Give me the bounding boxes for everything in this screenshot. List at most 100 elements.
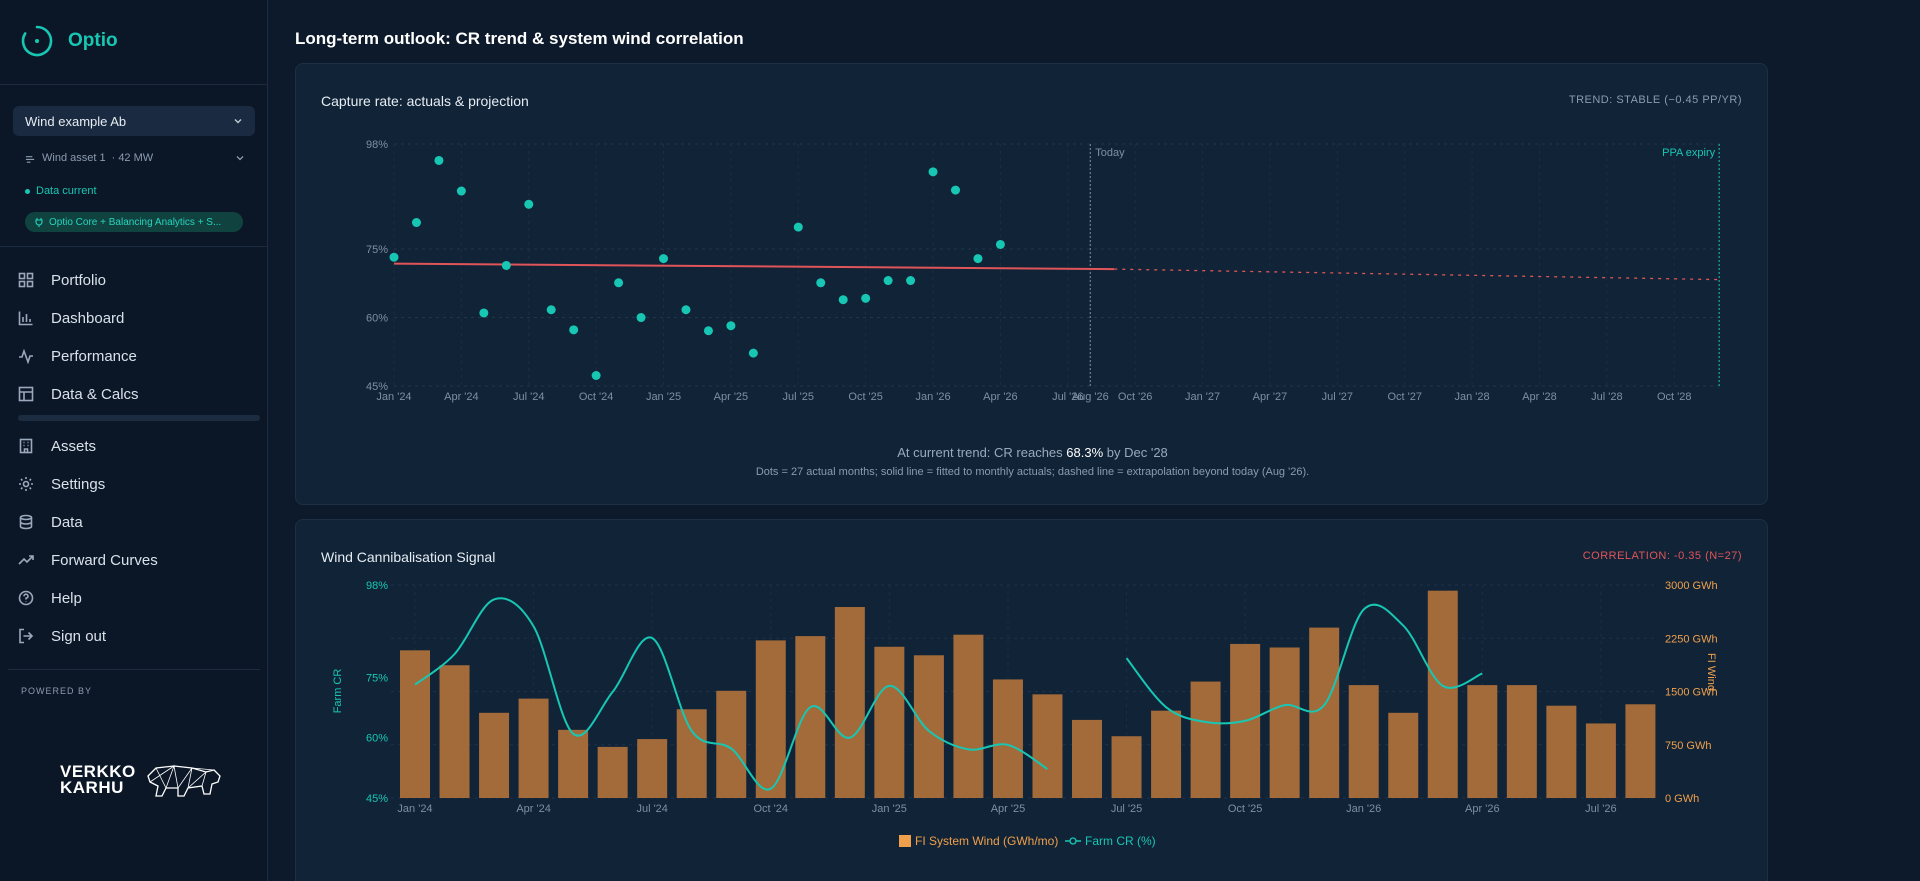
data-point bbox=[726, 321, 736, 331]
y-tick-label: 45% bbox=[366, 381, 388, 393]
bar bbox=[597, 746, 628, 798]
nav-label: Dashboard bbox=[51, 309, 125, 327]
x-tick-label: Oct '27 bbox=[1387, 391, 1422, 403]
data-point bbox=[681, 305, 691, 315]
x-tick-label: Jul '26 bbox=[1052, 391, 1083, 403]
x-tick-label: Apr '25 bbox=[714, 391, 749, 403]
nav-scrollbar[interactable] bbox=[18, 415, 260, 421]
y-tick-label: 75% bbox=[366, 244, 388, 256]
nav-data[interactable]: Data bbox=[18, 510, 83, 534]
trend-summary: At current trend: CR reaches 68.3% by De… bbox=[296, 445, 1769, 460]
x-tick-label: Jan '26 bbox=[915, 391, 950, 403]
bar bbox=[1546, 705, 1577, 798]
y-right-tick-label: 0 GWh bbox=[1665, 793, 1699, 805]
projection-line bbox=[1114, 268, 1720, 281]
data-point bbox=[389, 252, 399, 262]
bar bbox=[676, 709, 707, 798]
logo[interactable]: Optio bbox=[20, 24, 118, 58]
y-left-tick-label: 60% bbox=[366, 733, 388, 745]
brand-line-2: KARHU bbox=[60, 778, 124, 797]
correlation-badge: CORRELATION: -0.35 (N=27) bbox=[1582, 550, 1742, 562]
legend-swatch bbox=[1069, 837, 1077, 845]
y-left-tick-label: 98% bbox=[366, 580, 388, 592]
data-point bbox=[883, 276, 893, 286]
bar bbox=[1072, 719, 1103, 798]
data-point bbox=[906, 276, 916, 286]
card-title: Wind Cannibalisation Signal bbox=[321, 549, 496, 565]
bar bbox=[953, 634, 984, 798]
nav-label: Data bbox=[51, 513, 83, 531]
brand-name: VERKKO KARHU bbox=[60, 763, 136, 797]
app-name: Optio bbox=[68, 30, 118, 51]
nav-dashboard[interactable]: Dashboard bbox=[18, 306, 124, 330]
nav-settings[interactable]: Settings bbox=[18, 472, 105, 496]
bar bbox=[479, 712, 510, 798]
chevron-down-icon bbox=[234, 119, 242, 124]
x-tick-label: Aug '26 bbox=[1072, 391, 1109, 403]
nav-sign-out[interactable]: Sign out bbox=[18, 624, 106, 648]
data-point bbox=[861, 293, 871, 303]
activity-icon bbox=[19, 348, 33, 364]
bar bbox=[913, 655, 944, 798]
x-tick-label: Oct '25 bbox=[848, 391, 883, 403]
bar bbox=[795, 636, 826, 798]
data-point bbox=[748, 348, 758, 358]
capture-rate-chart: 98% 75% 60% 45%Jan '24 Apr '24 Jul '24 Oct '24… bbox=[366, 139, 1721, 403]
data-point bbox=[501, 260, 511, 270]
x-tick-label: Apr '26 bbox=[1465, 803, 1500, 815]
nav-performance[interactable]: Performance bbox=[18, 344, 137, 368]
table-icon bbox=[18, 386, 34, 402]
data-point bbox=[591, 370, 601, 380]
asset-select[interactable]: Wind asset 1 · 42 MW bbox=[25, 152, 245, 164]
grid-icon bbox=[18, 272, 34, 288]
x-tick-label: Jul '27 bbox=[1322, 391, 1353, 403]
bar bbox=[1190, 681, 1221, 798]
bar bbox=[1427, 590, 1458, 798]
bar bbox=[400, 650, 430, 798]
x-tick-label: Jul '25 bbox=[783, 391, 814, 403]
y-tick-label: 60% bbox=[366, 313, 388, 325]
divider bbox=[0, 84, 268, 85]
data-point bbox=[973, 254, 983, 264]
x-tick-label: Jul '26 bbox=[1585, 803, 1616, 815]
y-left-tick-label: 75% bbox=[366, 672, 388, 684]
nav-help[interactable]: Help bbox=[18, 586, 82, 610]
nav-label: Settings bbox=[51, 475, 106, 493]
divider bbox=[0, 246, 268, 247]
x-tick-label: Oct '28 bbox=[1657, 391, 1692, 403]
summary-prefix: At current trend: CR reaches bbox=[897, 445, 1067, 460]
data-point bbox=[546, 305, 556, 315]
x-tick-label: Jan '28 bbox=[1455, 391, 1490, 403]
data-point bbox=[951, 185, 960, 195]
plug-icon bbox=[35, 218, 43, 227]
data-point bbox=[636, 313, 646, 323]
help-icon bbox=[18, 590, 34, 606]
sign-out-icon bbox=[19, 628, 34, 644]
bar bbox=[834, 607, 865, 798]
summary-suffix: by Dec '28 bbox=[1103, 445, 1168, 460]
data-point bbox=[793, 222, 803, 232]
trend-badge: TREND: STABLE (−0.45 PP/YR) bbox=[1568, 94, 1742, 106]
bar bbox=[1348, 685, 1379, 798]
modules-badge[interactable]: Optio Core + Balancing Analytics + S... bbox=[25, 212, 243, 232]
data-point bbox=[524, 199, 534, 209]
summary-value: 68.3% bbox=[1066, 445, 1104, 460]
nav-label: Data & Calcs bbox=[51, 385, 139, 403]
data-point bbox=[569, 325, 579, 335]
data-point bbox=[703, 326, 713, 336]
company-select[interactable]: Wind example Ab bbox=[13, 106, 255, 136]
x-tick-label: Apr '25 bbox=[991, 803, 1026, 815]
nav-data-calcs[interactable]: Data & Calcs bbox=[18, 382, 139, 406]
nav-portfolio[interactable]: Portfolio bbox=[18, 268, 106, 292]
data-status-label: Data current bbox=[36, 185, 97, 197]
y-left-tick-label: 45% bbox=[366, 793, 388, 805]
x-tick-label: Jan '25 bbox=[872, 803, 907, 815]
nav-assets[interactable]: Assets bbox=[18, 434, 96, 458]
x-tick-label: Jul '24 bbox=[636, 803, 667, 815]
data-point bbox=[456, 186, 466, 196]
data-point bbox=[995, 239, 1005, 249]
data-point bbox=[479, 308, 489, 318]
nav-forward-curves[interactable]: Forward Curves bbox=[18, 548, 158, 572]
nav-label: Forward Curves bbox=[51, 551, 158, 569]
farm-cr-line bbox=[1125, 603, 1483, 725]
